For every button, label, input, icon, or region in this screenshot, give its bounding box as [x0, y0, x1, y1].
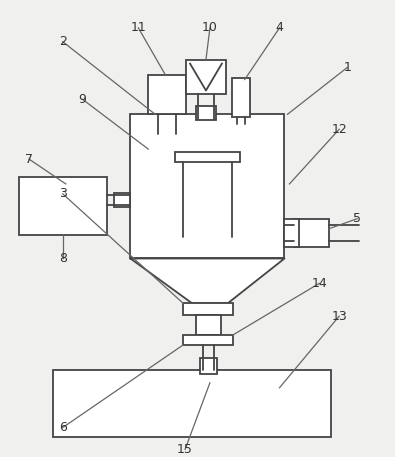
Text: 8: 8	[59, 252, 67, 265]
Polygon shape	[130, 259, 284, 303]
Text: 6: 6	[59, 421, 67, 434]
Text: 13: 13	[331, 310, 347, 323]
Text: 12: 12	[331, 123, 347, 136]
Text: 11: 11	[130, 21, 146, 34]
Bar	[115, 193, 130, 207]
Bar	[198, 370, 219, 382]
Text: 15: 15	[177, 443, 193, 456]
Bar	[148, 74, 186, 114]
Bar	[294, 219, 329, 247]
Text: 7: 7	[25, 153, 33, 165]
Text: 5: 5	[353, 212, 361, 225]
Bar	[200, 358, 217, 374]
Bar	[196, 315, 221, 335]
Bar	[183, 303, 233, 315]
Bar	[284, 219, 299, 247]
Bar	[232, 78, 250, 117]
Bar	[186, 60, 226, 95]
Text: 14: 14	[311, 277, 327, 290]
Bar	[183, 335, 233, 345]
Text: 3: 3	[59, 187, 67, 200]
Bar	[196, 106, 216, 120]
Text: 1: 1	[343, 61, 351, 74]
Bar	[19, 177, 107, 234]
Bar	[130, 114, 284, 259]
Text: 2: 2	[59, 35, 67, 48]
Text: 9: 9	[79, 93, 87, 106]
Bar	[175, 152, 240, 162]
Bar	[53, 370, 331, 437]
Text: 4: 4	[276, 21, 284, 34]
Text: 10: 10	[202, 21, 218, 34]
